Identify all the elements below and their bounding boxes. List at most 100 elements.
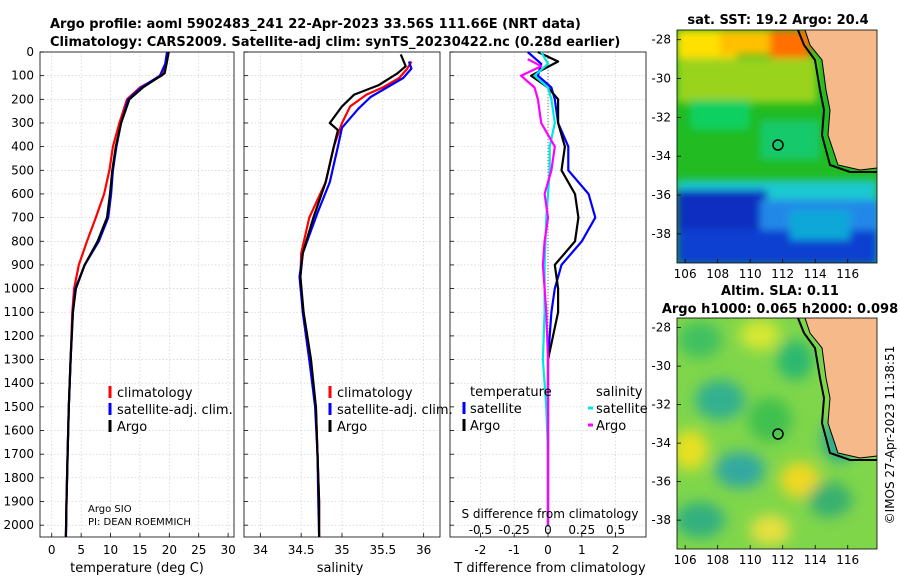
- map-y-tick-label: -30: [651, 72, 671, 86]
- map-y-tick-label: -32: [651, 110, 671, 124]
- map-y-tick-label: -28: [651, 33, 671, 47]
- axes-box: [39, 51, 235, 538]
- y-tick-label: 100: [11, 69, 34, 83]
- x2-tick-label: -0.25: [499, 523, 530, 537]
- map-x-tick-label: 106: [674, 553, 697, 567]
- map-y-tick-label: -34: [651, 436, 671, 450]
- map-y-tick-label: -28: [651, 321, 671, 335]
- y-tick-label: 1800: [3, 471, 34, 485]
- sla-map-axes: 106 108 110 112 114 116 -28 -30 -32 -34 -36 -38: [651, 321, 859, 567]
- map-y-tick-label: -36: [651, 475, 671, 489]
- sla-map-field: [677, 318, 877, 549]
- map-x-tick-label: 114: [804, 267, 827, 281]
- sst-map-title: sat. SST: 19.2 Argo: 20.4: [687, 13, 868, 28]
- legend-label-sal-argo: Argo: [596, 419, 626, 434]
- x2-tick-label: -0.5: [469, 523, 492, 537]
- credit-institution: Argo SIO: [88, 504, 132, 515]
- x-tick-label: -1: [508, 543, 520, 557]
- map-x-tick-label: 110: [739, 553, 762, 567]
- legend-label-satellite: satellite-adj. clim.: [117, 403, 233, 418]
- x-tick-label: 34: [253, 543, 268, 557]
- legend-label-climatology: climatology: [337, 386, 413, 401]
- y-tick-label: 1300: [3, 353, 34, 367]
- timestamp: ©IMOS 27-Apr-2023 11:38:51: [883, 346, 897, 525]
- map-x-tick-label: 108: [706, 553, 729, 567]
- difference-panel: -2 -1 0 1 2 -0.5 -0.25 0 0.25 0.5: [449, 51, 647, 557]
- x-tick-label: 20: [162, 543, 177, 557]
- map-x-tick-label: 108: [706, 267, 729, 281]
- salinity-xlabel: salinity: [317, 561, 364, 576]
- difference-x2label: S difference from climatology: [462, 507, 639, 521]
- x-tick-label: 25: [191, 543, 206, 557]
- y-tick-label: 700: [11, 211, 34, 225]
- map-y-tick-label: -36: [651, 188, 671, 202]
- y-tick-label: 900: [11, 258, 34, 272]
- y-tick-label: 1700: [3, 447, 34, 461]
- legend-label-temp-argo: Argo: [470, 419, 500, 434]
- credit-pi: PI: DEAN ROEMMICH: [88, 517, 191, 528]
- map-x-tick-label: 112: [771, 553, 794, 567]
- y-tick-label: 0: [26, 45, 34, 59]
- map-x-tick-label: 116: [836, 553, 859, 567]
- series-line-salinity-argo: [519, 58, 556, 526]
- salinity-legend: climatology satellite-adj. clim. Argo: [328, 386, 453, 435]
- y-tick-label: 400: [11, 140, 34, 154]
- sla-map-title: Altim. SLA: 0.11: [721, 284, 839, 299]
- sla-map-subtitle: Argo h1000: 0.065 h2000: 0.098: [662, 302, 898, 317]
- legend-title-salinity: salinity: [596, 385, 643, 400]
- map-x-tick-label: 110: [739, 267, 762, 281]
- map-x-tick-label: 112: [771, 267, 794, 281]
- x-tick-label: 5: [77, 543, 85, 557]
- y-tick-label: 1600: [3, 424, 34, 438]
- y-tick-label: 1900: [3, 495, 34, 509]
- legend-label-temp-satellite: satellite: [470, 402, 522, 417]
- y-tick-label: 2000: [3, 518, 34, 532]
- y-tick-label: 1500: [3, 400, 34, 414]
- legend-title-temperature: temperature: [470, 385, 552, 400]
- x-tick-label: 34.5: [288, 543, 315, 557]
- map-x-tick-label: 116: [836, 267, 859, 281]
- difference-xlabel: T difference from climatology: [453, 561, 646, 576]
- x2-tick-label: 0.5: [606, 523, 625, 537]
- temperature-panel: 0 5 10 15 20 25 300100200300400500600700800900…: [3, 45, 235, 557]
- y-tick-label: 300: [11, 116, 34, 130]
- legend-label-sal-satellite: satellite: [596, 402, 648, 417]
- x-tick-label: 0: [544, 543, 552, 557]
- y-tick-label: 1000: [3, 282, 34, 296]
- sst-argo-marker: [772, 139, 784, 151]
- x-tick-label: 1: [578, 543, 586, 557]
- legend-label-argo: Argo: [337, 420, 367, 435]
- map-y-tick-label: -38: [651, 513, 671, 527]
- x-tick-label: 30: [220, 543, 235, 557]
- x-tick-label: -2: [474, 543, 486, 557]
- temperature-legend: climatology satellite-adj. clim. Argo: [108, 386, 233, 435]
- x-tick-label: 2: [612, 543, 620, 557]
- sla-argo-marker: [772, 428, 784, 440]
- x-tick-label: 35.5: [369, 543, 396, 557]
- map-y-tick-label: -30: [651, 359, 671, 373]
- map-x-tick-label: 114: [804, 553, 827, 567]
- x-tick-label: 10: [103, 543, 118, 557]
- difference-legend: temperature salinity satellite Argo sate…: [462, 385, 648, 434]
- legend-label-argo: Argo: [117, 420, 147, 435]
- y-tick-label: 500: [11, 163, 34, 177]
- legend-label-satellite: satellite-adj. clim.: [337, 403, 453, 418]
- sst-map-axes: 106 108 110 112 114 116 -28 -30 -32 -34 -36 -38: [651, 33, 859, 281]
- series-line-satellite-adj-clim-: [298, 61, 413, 538]
- map-y-tick-label: -32: [651, 398, 671, 412]
- salinity-panel: 34 34.5 35 35.5 36: [243, 51, 441, 557]
- map-x-tick-label: 106: [674, 267, 697, 281]
- y-tick-label: 1200: [3, 329, 34, 343]
- y-tick-label: 800: [11, 234, 34, 248]
- x-tick-label: 36: [416, 543, 431, 557]
- y-tick-label: 1400: [3, 376, 34, 390]
- x-tick-label: 35: [334, 543, 349, 557]
- header-subtitle: Climatology: CARS2009. Satellite-adj cli…: [50, 35, 620, 50]
- temperature-xlabel: temperature (deg C): [70, 561, 204, 576]
- x2-tick-label: 0: [544, 523, 552, 537]
- series-line-argo: [64, 51, 170, 538]
- header-title: Argo profile: aoml 5902483_241 22-Apr-20…: [50, 17, 581, 32]
- x-tick-label: 15: [132, 543, 147, 557]
- x2-tick-label: 0.25: [568, 523, 595, 537]
